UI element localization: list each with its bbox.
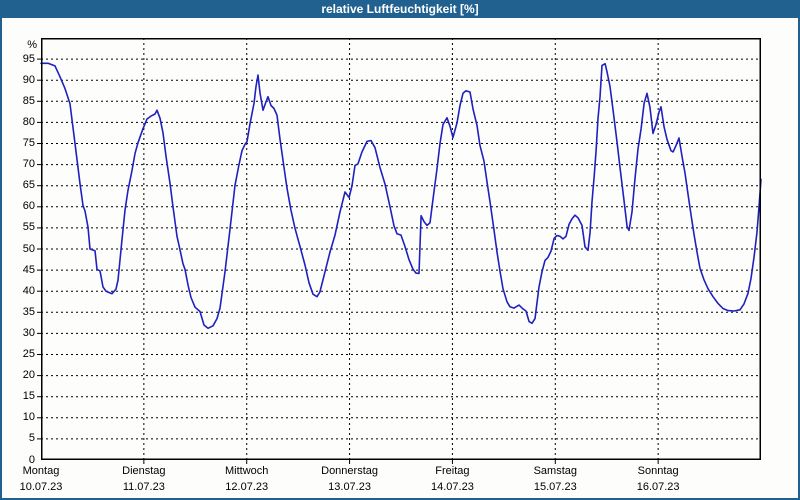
y-tick-label: 55 [22,221,35,234]
x-date-label: 14.07.23 [431,481,474,493]
x-day-label: Freitag [435,465,470,477]
y-tick-label: 0 [28,453,35,466]
y-tick-label: 5 [28,432,35,445]
y-tick-label: 45 [22,263,35,276]
x-day-label: Mittwoch [225,465,269,477]
x-date-label: 15.07.23 [533,481,577,493]
y-tick-label: 20 [22,369,35,382]
x-day-label: Donnerstag [321,465,378,477]
y-tick-label: 80 [22,115,35,128]
y-tick-label: 10 [22,411,35,424]
x-date-label: 12.07.23 [225,481,269,493]
y-tick-label: 40 [22,284,35,297]
x-date-label: 10.07.23 [19,481,63,493]
y-tick-label: 95 [22,52,35,65]
y-tick-label: 15 [22,390,35,403]
y-axis-unit-label: % [27,39,37,51]
humidity-line [40,62,762,330]
plot-border [41,38,761,460]
plot-area [37,38,762,464]
y-tick-label: 35 [22,305,35,318]
title-bar: relative Luftfeuchtigkeit [%] [0,0,800,18]
x-day-label: Sonntag [637,465,679,477]
y-tick-label: 60 [22,200,35,213]
y-tick-label: 90 [22,73,35,86]
x-day-label: Dienstag [122,465,166,477]
y-tick-label: 25 [22,348,35,360]
x-date-label: 13.07.23 [328,481,371,493]
y-tick-label: 70 [22,158,35,171]
x-day-label: Samstag [533,465,577,477]
x-date-label: 16.07.23 [636,481,680,493]
x-date-label: 11.07.23 [122,481,165,493]
y-tick-label: 30 [22,326,35,339]
y-tick-label: 75 [22,137,35,149]
y-tick-label: 85 [22,94,35,107]
y-tick-label: 65 [22,179,35,192]
window-title: relative Luftfeuchtigkeit [%] [321,2,479,16]
y-tick-label: 50 [22,242,35,255]
x-day-label: Montag [22,465,60,477]
